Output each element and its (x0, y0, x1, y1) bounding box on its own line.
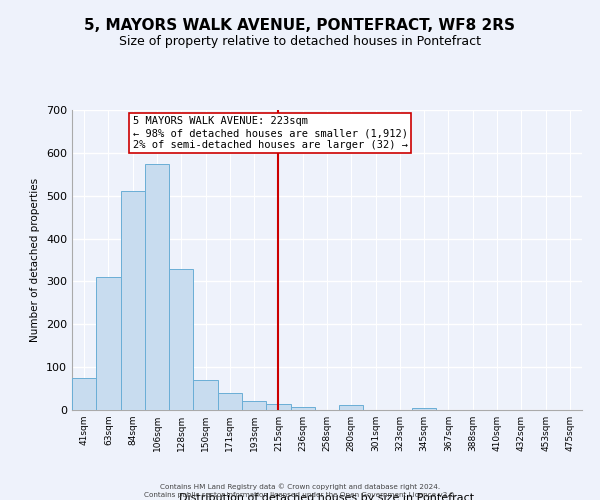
Bar (266, 404, 290, 410)
Bar (72, 378, 96, 410)
X-axis label: Distribution of detached houses by size in Pontefract: Distribution of detached houses by size … (179, 493, 475, 500)
Bar (412, 408, 436, 410)
Y-axis label: Number of detached properties: Number of detached properties (31, 178, 40, 342)
Bar (96, 277, 121, 410)
Text: Size of property relative to detached houses in Pontefract: Size of property relative to detached ho… (119, 35, 481, 48)
Bar (121, 192, 145, 410)
Text: 5 MAYORS WALK AVENUE: 223sqm
← 98% of detached houses are smaller (1,912)
2% of : 5 MAYORS WALK AVENUE: 223sqm ← 98% of de… (133, 116, 408, 150)
Text: 5, MAYORS WALK AVENUE, PONTEFRACT, WF8 2RS: 5, MAYORS WALK AVENUE, PONTEFRACT, WF8 2… (85, 18, 515, 32)
Bar (242, 402, 266, 410)
Bar (145, 164, 169, 410)
Bar (339, 405, 364, 410)
Bar (218, 393, 242, 410)
Text: Contains HM Land Registry data © Crown copyright and database right 2024.
Contai: Contains HM Land Registry data © Crown c… (144, 484, 456, 498)
Bar (193, 380, 218, 410)
Bar (290, 406, 315, 410)
Bar (169, 268, 193, 410)
